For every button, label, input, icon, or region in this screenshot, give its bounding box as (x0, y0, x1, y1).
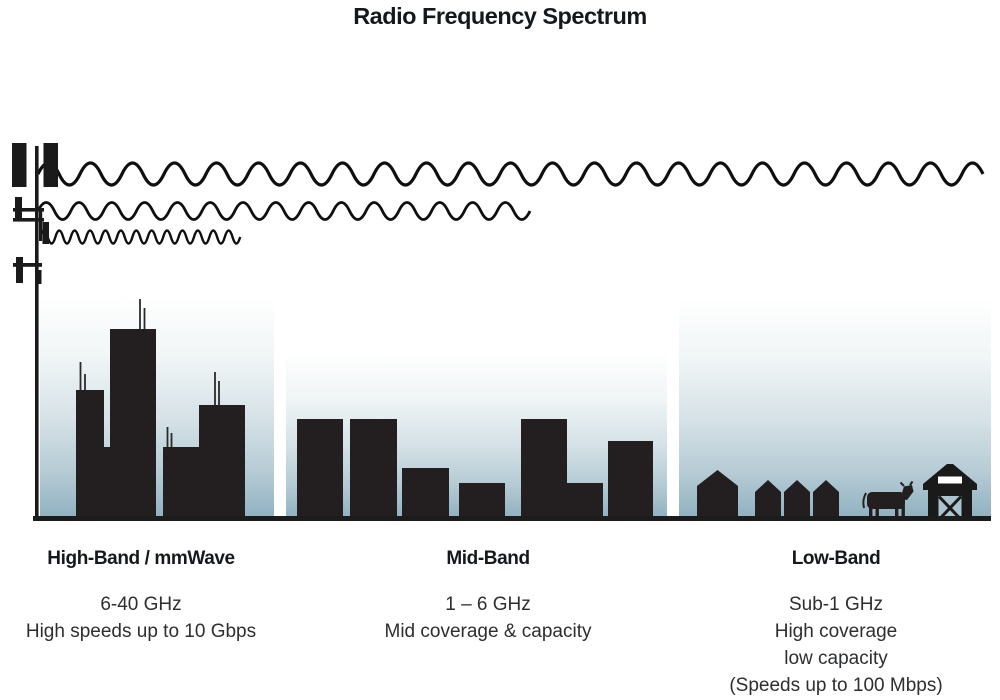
ground-line (33, 516, 991, 521)
low-band-label: Low-Band Sub-1 GHz High coverage low cap… (695, 548, 977, 699)
high-band-description: High speeds up to 10 Gbps (25, 621, 257, 642)
spectrum-graphic (12, 143, 991, 521)
mid-band-label: Mid-Band 1 – 6 GHz Mid coverage & capaci… (347, 548, 629, 645)
mid-band-frequency: 1 – 6 GHz (445, 594, 531, 615)
barn-icon (923, 464, 977, 521)
mid-band-description: Mid coverage & capacity (384, 621, 592, 642)
short-radio-wave-icon (38, 229, 242, 245)
mid-rise-buildings-icon (297, 419, 653, 520)
low-band-frequency: Sub-1 GHz (789, 594, 883, 615)
high-band-frequency: 6-40 GHz (100, 594, 182, 615)
low-band-heading: Low-Band (791, 548, 881, 569)
page-title: Radio Frequency Spectrum (353, 3, 647, 29)
rural-houses-icon (697, 470, 839, 520)
cell-tower-icon (12, 143, 58, 520)
cow-icon (862, 480, 914, 520)
low-band-capacity: low capacity (784, 648, 888, 669)
high-band-label: High-Band / mmWave 6-40 GHz High speeds … (0, 548, 282, 645)
long-radio-wave-icon (36, 161, 985, 187)
mid-band-heading: Mid-Band (446, 548, 530, 569)
low-band-coverage: High coverage (774, 621, 898, 642)
high-band-heading: High-Band / mmWave (47, 548, 235, 569)
radio-waves (36, 161, 985, 245)
city-skyscrapers-icon (76, 299, 245, 520)
medium-radio-wave-icon (36, 201, 532, 221)
low-band-speed: (Speeds up to 100 Mbps) (729, 675, 943, 696)
